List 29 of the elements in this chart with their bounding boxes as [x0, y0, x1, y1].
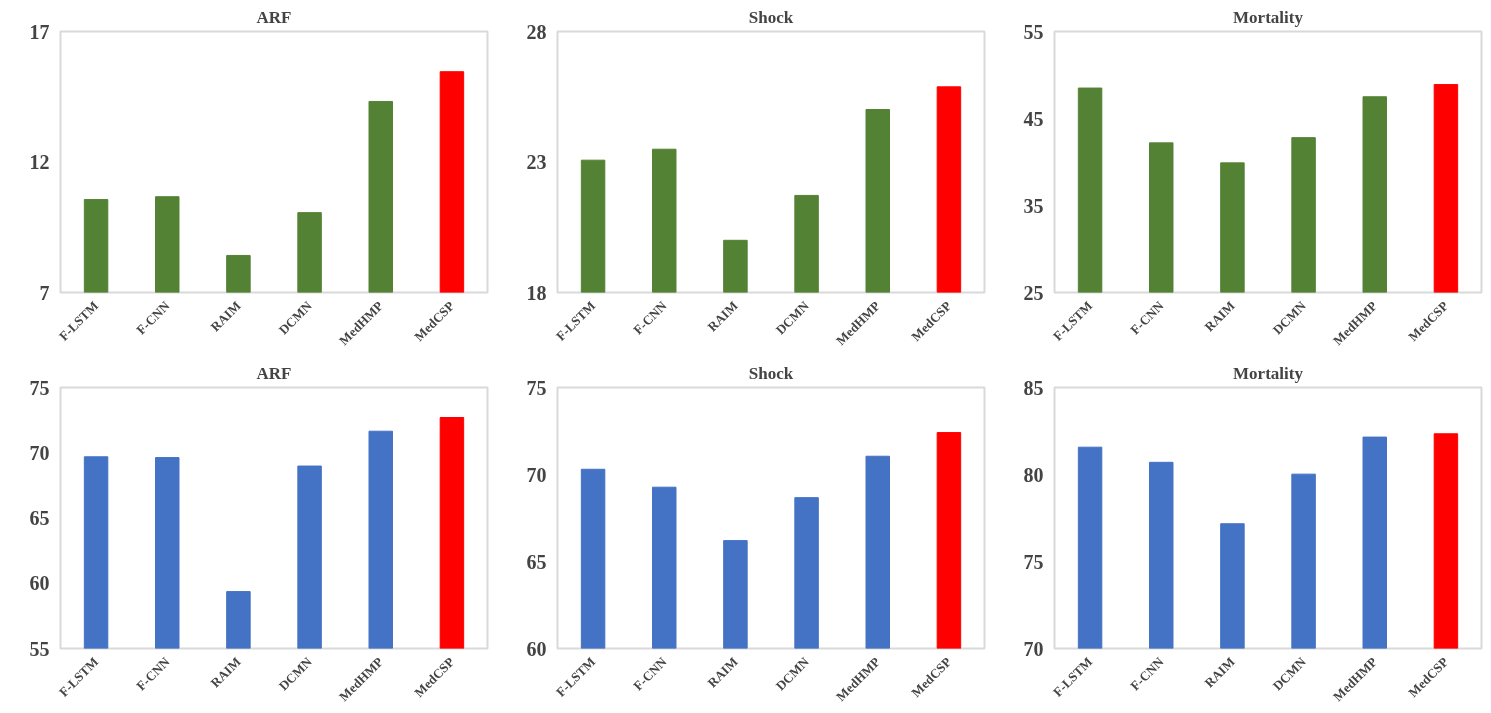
chart-title: Shock	[748, 7, 794, 27]
y-tick-label: 80	[1023, 463, 1044, 486]
y-tick-label: 70	[526, 463, 547, 486]
y-tick-label: 85	[1023, 376, 1044, 399]
y-tick-label: 70	[29, 441, 50, 464]
y-tick-label: 65	[29, 507, 50, 529]
y-tick-label: 70	[1023, 637, 1044, 660]
y-tick-label: 55	[29, 637, 50, 660]
chart-title: Shock	[748, 363, 794, 383]
chart-title: Mortality	[1233, 363, 1304, 383]
y-tick-label: 65	[526, 550, 547, 573]
chart-title: ARF	[256, 7, 292, 27]
y-tick-label: 55	[1023, 20, 1044, 43]
y-tick-label: 25	[1023, 281, 1044, 304]
y-tick-label: 7	[39, 281, 50, 304]
y-tick-label: 75	[1023, 550, 1044, 573]
y-tick-label: 45	[1023, 107, 1044, 130]
y-tick-label: 18	[526, 281, 547, 304]
chart-title: ARF	[256, 363, 292, 383]
y-tick-label: 12	[29, 151, 50, 173]
y-tick-label: 23	[526, 151, 547, 173]
y-tick-label: 75	[29, 376, 50, 399]
y-tick-label: 60	[526, 637, 547, 660]
chart-title: Mortality	[1233, 7, 1304, 27]
y-tick-label: 60	[29, 572, 50, 595]
y-tick-label: 17	[29, 20, 50, 43]
y-tick-label: 75	[526, 376, 547, 399]
y-tick-label: 35	[1023, 194, 1044, 217]
y-tick-label: 28	[526, 20, 547, 43]
